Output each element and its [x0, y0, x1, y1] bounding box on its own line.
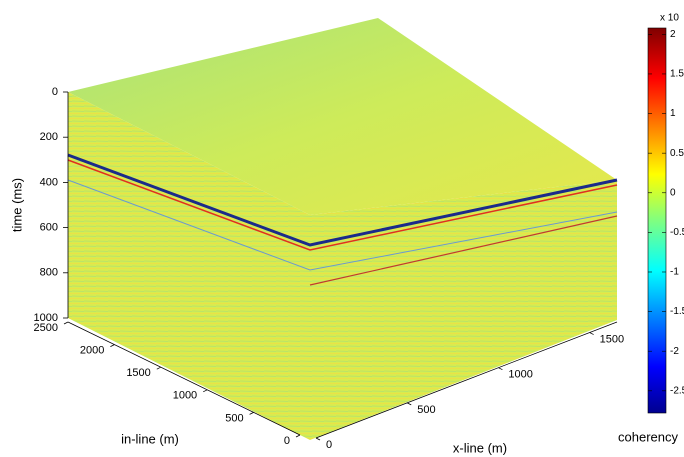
colorbar-tick-label: -0.5 — [670, 227, 684, 238]
colorbar-tick-label: -1 — [670, 267, 679, 278]
tick-mark — [63, 321, 69, 325]
colorbar-tick-label: -1.5 — [670, 306, 684, 317]
colorbar-tick-label: 1.5 — [670, 69, 684, 80]
tick-mark — [315, 437, 321, 441]
tick-mark — [498, 367, 503, 371]
tick-label: 0 — [52, 86, 58, 98]
tick-label: 600 — [40, 222, 58, 234]
tick-label: 500 — [225, 412, 243, 424]
cube — [67, 18, 618, 440]
tick-label: 1500 — [126, 367, 150, 379]
colorbar-tick-label: -2 — [670, 346, 679, 357]
reflector — [309, 215, 618, 286]
colorbar-tick-label: 2 — [670, 29, 676, 40]
reflector — [67, 153, 618, 247]
tick-mark — [249, 412, 254, 415]
tick-label: 1000 — [34, 312, 58, 324]
colorbar-tick-label: -2.5 — [670, 385, 684, 396]
tick-label: 200 — [40, 131, 58, 143]
tick-mark — [110, 344, 115, 347]
colorbar — [647, 27, 667, 414]
tick-mark — [295, 434, 301, 438]
tick-mark — [589, 332, 594, 335]
axis-line — [315, 321, 618, 439]
tick-label: 1500 — [600, 333, 624, 345]
tick-mark — [156, 366, 161, 370]
colorbar-tick-label: 0 — [670, 187, 676, 198]
right-face — [310, 180, 617, 440]
reflector — [67, 159, 618, 251]
axis-line — [67, 321, 301, 436]
colorbar-label: coherency — [618, 429, 678, 444]
tick-label: 2500 — [34, 322, 58, 334]
colorbar-tick-label: 0.5 — [670, 148, 684, 159]
x-axis-label: x-line (m) — [453, 440, 507, 455]
colorbar-exponent: x 10 — [660, 13, 679, 24]
tick-label: 500 — [417, 404, 435, 416]
tick-mark — [203, 389, 208, 393]
tick-label: 800 — [40, 267, 58, 279]
tick-mark — [407, 402, 412, 406]
colorbar-tick-label: 1 — [670, 108, 676, 119]
tick-label: 1000 — [508, 369, 532, 381]
reflector — [67, 179, 618, 271]
y-axis-label: in-line (m) — [121, 431, 179, 446]
tick-label: 2000 — [80, 345, 104, 357]
z-axis-label: time (ms) — [9, 178, 24, 232]
tick-label: 1000 — [173, 390, 197, 402]
tick-label: 0 — [326, 439, 332, 451]
tick-label: 400 — [40, 176, 58, 188]
tick-label: 0 — [284, 435, 290, 447]
top-face — [68, 18, 617, 215]
